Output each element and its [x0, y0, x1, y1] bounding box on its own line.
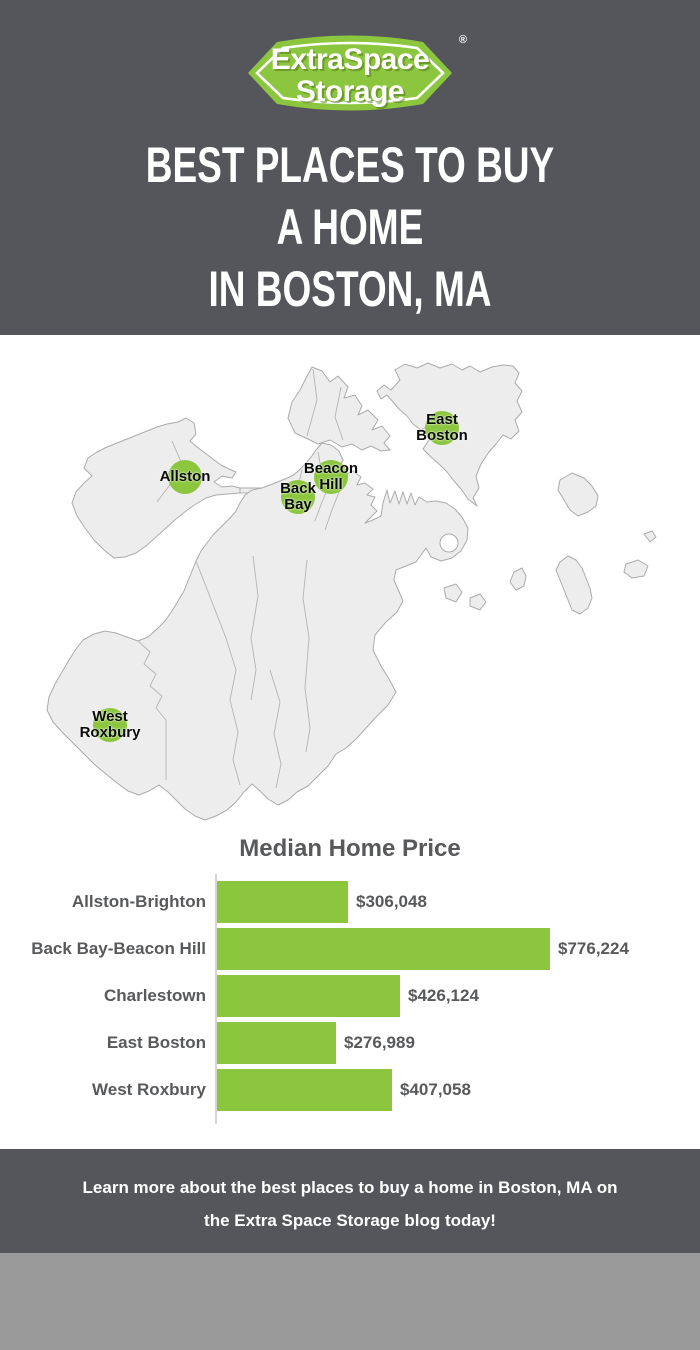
map-marker-beacon-hill	[314, 460, 348, 494]
chart-value-label: $426,124	[408, 986, 479, 1005]
map-island	[643, 530, 657, 543]
chart-value-label: $776,224	[558, 939, 629, 958]
chart-category-label: Charlestown	[103, 986, 206, 1005]
page-title: BEST PLACES TO BUY A HOME IN BOSTON, MA	[91, 134, 609, 320]
boston-neighborhood-map: Allston Back Bay Beacon Hill East Boston West Ro…	[0, 335, 700, 835]
chart-category-label: Back Bay-Beacon Hill	[31, 939, 206, 958]
title-line-3: IN BOSTON, MA	[208, 261, 492, 317]
chart-row: Back Bay-Beacon Hill $776,224	[0, 928, 700, 970]
map-island	[443, 583, 463, 603]
map-marker-label-allston: Allston	[159, 468, 211, 485]
boston-map-illustration	[46, 362, 657, 821]
social-bar	[0, 1253, 700, 1350]
chart-row: Charlestown $426,124	[0, 975, 700, 1017]
title-line-1: BEST PLACES TO BUY	[145, 137, 555, 193]
chart-row: East Boston $276,989	[0, 1022, 700, 1064]
chart-value-label: $407,058	[400, 1080, 471, 1099]
map-area-mainland	[46, 442, 469, 821]
chart-row: Allston-Brighton $306,048	[0, 881, 700, 923]
chart-value-label: $276,989	[344, 1033, 415, 1052]
chart-bar	[217, 975, 400, 1017]
map-marker-allston	[168, 460, 202, 494]
registered-mark: ®	[458, 34, 467, 46]
chart-category-label: West Roxbury	[92, 1080, 206, 1099]
chart-bar	[217, 928, 550, 970]
extra-space-storage-logo: ExtraSpace Storage ®	[245, 32, 467, 114]
logo-line1: ExtraSpace	[270, 43, 430, 76]
median-home-price-chart: Median Home Price Allston-Brighton $306,0…	[0, 835, 700, 1149]
title-line-2: A HOME	[276, 199, 424, 255]
map-marker-label-west-roxbury: West Roxbury	[79, 708, 141, 741]
chart-bar	[217, 881, 348, 923]
map-marker-label-back-bay: Back Bay	[280, 480, 316, 513]
chart-bar	[217, 1022, 336, 1064]
map-island	[623, 559, 649, 579]
cta-line-2: the Extra Space Storage blog today!	[204, 1211, 496, 1230]
map-area-charlestown	[287, 366, 391, 452]
map-marker-label-east-boston: East Boston	[416, 411, 468, 444]
map-marker-west-roxbury	[93, 708, 127, 742]
map-island	[557, 472, 599, 517]
header-banner: ExtraSpace Storage ® BEST PLACES TO BUY …	[0, 0, 700, 335]
map-island	[469, 593, 487, 611]
chart-axis-line	[215, 874, 217, 1124]
cta-line-1: Learn more about the best places to buy …	[82, 1178, 618, 1197]
map-bay	[439, 533, 459, 553]
map-marker-east-boston	[425, 411, 459, 445]
map-area-allston-brighton	[71, 417, 241, 559]
logo-badge-icon	[248, 35, 452, 111]
chart-title: Median Home Price	[239, 835, 461, 862]
map-island	[555, 555, 593, 615]
chart-category-label: East Boston	[106, 1033, 206, 1052]
map-island	[509, 567, 527, 591]
cta-text: Learn more about the best places to buy …	[0, 1149, 700, 1237]
chart-row: West Roxbury $407,058	[0, 1069, 700, 1111]
chart-bar	[217, 1069, 392, 1111]
chart-value-label: $306,048	[356, 892, 427, 911]
map-marker-label-beacon-hill: Beacon Hill	[303, 460, 359, 493]
chart-category-label: Allston-Brighton	[71, 892, 206, 911]
map-marker-back-bay	[281, 480, 315, 514]
footer-cta: Learn more about the best places to buy …	[0, 1149, 700, 1253]
logo-line2: Storage	[295, 75, 405, 108]
